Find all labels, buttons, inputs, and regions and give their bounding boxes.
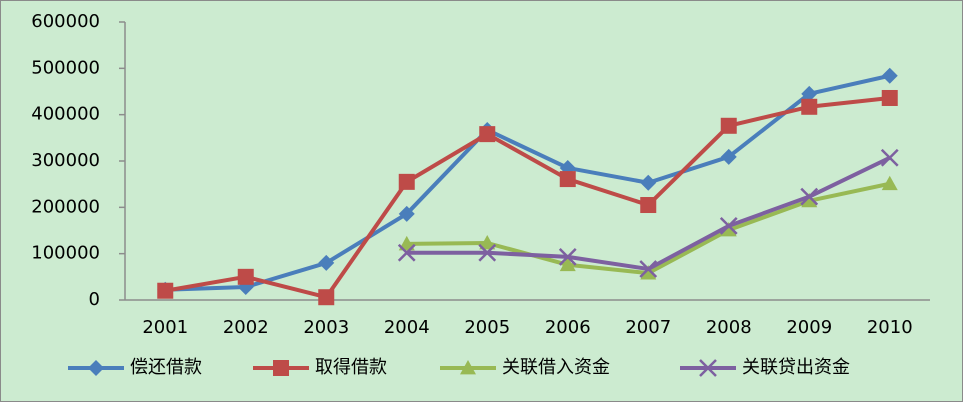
x-tick-label: 2005 bbox=[464, 317, 510, 338]
point bbox=[720, 222, 737, 237]
series-line bbox=[165, 73, 891, 292]
y-tick-label: 0 bbox=[89, 289, 100, 310]
y-tick-label: 200000 bbox=[31, 196, 100, 217]
y-tick-label: 600000 bbox=[31, 11, 100, 32]
point bbox=[881, 175, 898, 191]
point bbox=[720, 148, 737, 165]
y-tick-label: 500000 bbox=[31, 57, 100, 78]
y-tick-label: 300000 bbox=[31, 150, 100, 171]
point bbox=[801, 98, 818, 115]
point bbox=[398, 173, 415, 190]
legend-marker bbox=[699, 359, 717, 377]
x-tick-label: 2010 bbox=[867, 317, 913, 338]
point bbox=[398, 205, 415, 222]
legend-marker bbox=[88, 360, 104, 376]
point bbox=[881, 89, 898, 106]
point bbox=[719, 216, 738, 235]
point bbox=[318, 289, 335, 306]
legend-label: 关联贷出资金 bbox=[742, 357, 850, 378]
point bbox=[237, 268, 254, 285]
point bbox=[881, 67, 898, 84]
point bbox=[479, 126, 496, 143]
x-tick-label: 2008 bbox=[706, 317, 752, 338]
point bbox=[801, 192, 818, 208]
point bbox=[559, 171, 576, 188]
point bbox=[640, 197, 657, 214]
x-tick-label: 2007 bbox=[625, 317, 671, 338]
point bbox=[880, 148, 899, 167]
point bbox=[558, 248, 577, 266]
y-tick-label: 100000 bbox=[31, 243, 100, 264]
legend-marker bbox=[460, 360, 476, 375]
point bbox=[397, 243, 416, 262]
point bbox=[639, 260, 658, 278]
x-tick-label: 2006 bbox=[545, 317, 591, 338]
point bbox=[640, 174, 657, 191]
point bbox=[800, 187, 819, 206]
point bbox=[801, 85, 818, 102]
x-tick-label: 2009 bbox=[786, 317, 832, 338]
x-tick-label: 2004 bbox=[384, 317, 430, 338]
point bbox=[640, 265, 657, 280]
point bbox=[559, 256, 576, 272]
legend-label: 取得借款 bbox=[315, 357, 387, 378]
point bbox=[478, 243, 497, 262]
legend-label: 关联借入资金 bbox=[502, 357, 610, 378]
x-tick-label: 2002 bbox=[223, 317, 269, 338]
point bbox=[479, 235, 496, 250]
legend-label: 偿还借款 bbox=[130, 357, 202, 378]
x-tick-label: 2003 bbox=[303, 317, 349, 338]
point bbox=[720, 117, 737, 134]
legend-marker bbox=[273, 360, 289, 376]
y-tick-label: 400000 bbox=[31, 104, 100, 125]
point bbox=[318, 254, 335, 271]
point bbox=[157, 282, 174, 299]
x-tick-label: 2001 bbox=[142, 317, 188, 338]
series-line bbox=[164, 95, 890, 300]
point bbox=[398, 235, 415, 251]
